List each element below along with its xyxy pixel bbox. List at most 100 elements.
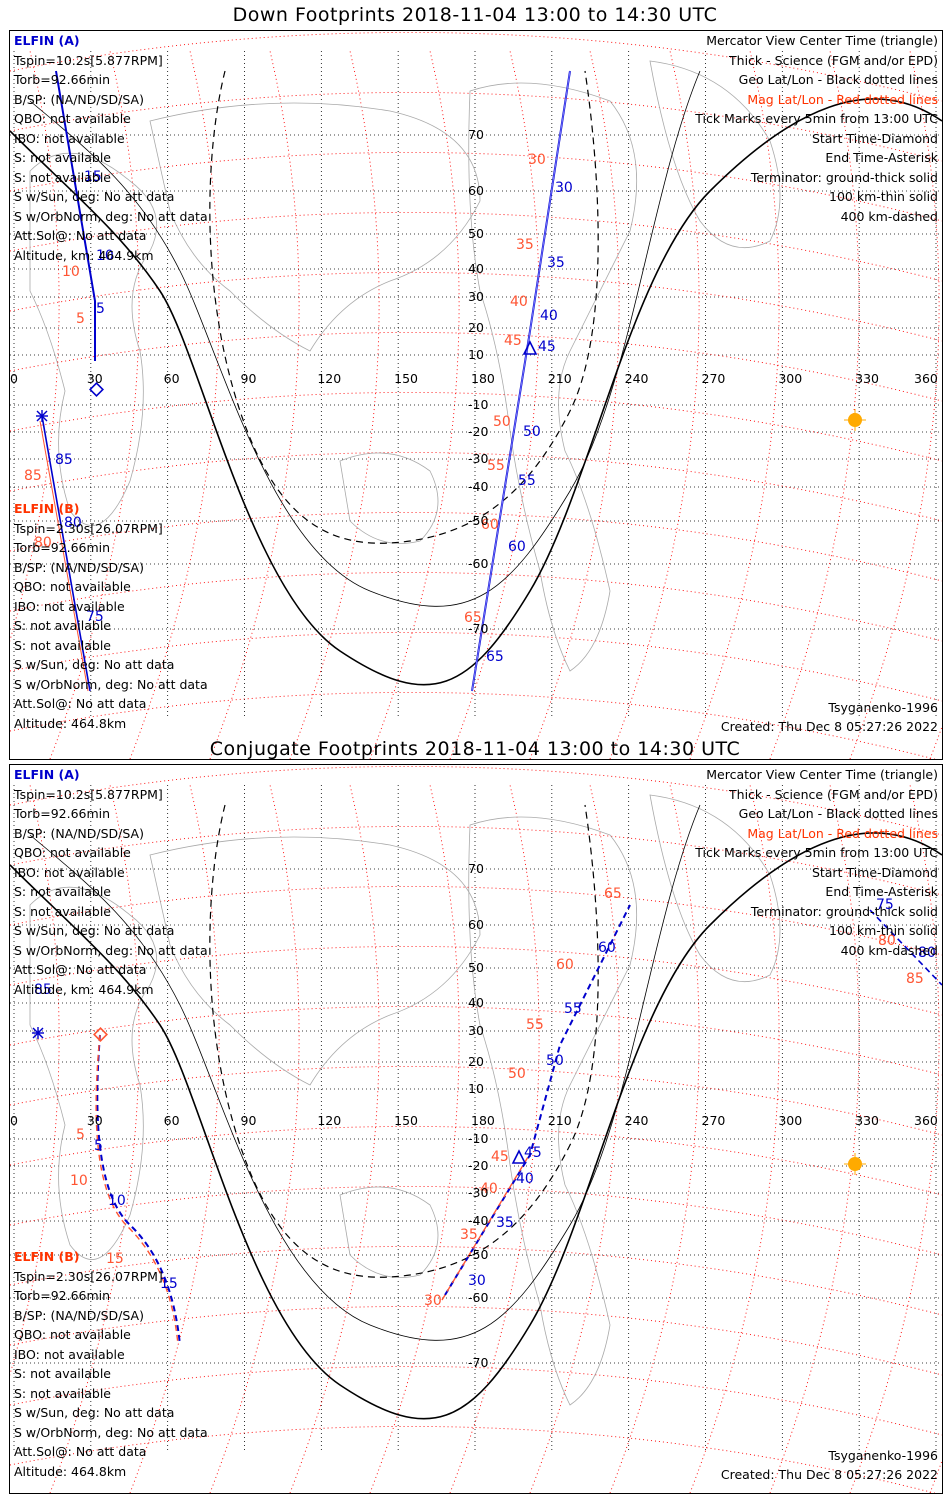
mag-parallel [10, 1065, 942, 1136]
terminator-100km [29, 70, 701, 607]
terminator-400km [209, 70, 599, 544]
mag-parallel [10, 945, 942, 1016]
lat-label: 40 [468, 995, 484, 1010]
legend-line: Thick - Science (FGM and/or EPD) [729, 52, 938, 68]
elfin-a-line: Torb=92.66min [14, 806, 111, 821]
a-tick-10-mag: 10 [62, 264, 80, 280]
elfin-b-line: Altitude: 464.8km [14, 715, 127, 731]
elfin-a-info: ELFIN (A) Tspin=10.2s[5.877RPM] Torb=92.… [14, 31, 208, 265]
b-tick-80-mag: 80 [878, 933, 896, 949]
start-diamond [89, 382, 104, 397]
lon-label: 0 [10, 371, 18, 386]
b-tick-85-mag: 85 [24, 468, 42, 484]
elfin-a-line: Tspin=10.2s[5.877RPM] [14, 786, 163, 802]
lat-label: 70 [468, 127, 484, 142]
coastline [649, 794, 781, 982]
lat-label: -70 [468, 621, 488, 636]
lat-label: 20 [468, 320, 484, 335]
lat-label: -30 [468, 1185, 488, 1200]
elfin-a-name: ELFIN (A) [14, 33, 80, 48]
legend-line: Start Time-Diamond [811, 864, 938, 880]
elfin-a-line: S: not available [14, 150, 111, 165]
lat-label: -50 [468, 1247, 488, 1262]
mag-parallel [10, 1365, 942, 1436]
coastline [149, 836, 481, 1086]
elfin-b-line: S: not available [14, 1385, 111, 1401]
legend-line: Mercator View Center Time (triangle) [706, 767, 938, 782]
lat-label: 30 [468, 1023, 484, 1038]
lat-label: 20 [468, 1054, 484, 1069]
lon-label: 360 [914, 1113, 938, 1128]
mag-parallel [10, 511, 942, 582]
lon-label: 360 [914, 371, 938, 386]
lat-label: -60 [468, 556, 488, 571]
b-tick-65-mag: 65 [604, 886, 622, 902]
lat-label: 40 [468, 261, 484, 276]
b-tick-45: 45 [524, 1145, 542, 1161]
mag-parallel [10, 151, 942, 222]
a-tick-50-mag: 50 [493, 414, 511, 430]
elfin-b-track-right [869, 909, 942, 986]
legend-line: 400 km-dashed [840, 208, 938, 224]
coastline [29, 886, 157, 1260]
coastlines [29, 60, 781, 672]
coastline [468, 82, 638, 672]
a-tick-40-mag: 40 [510, 294, 528, 310]
lat-labels: 70 60 50 40 30 20 10 -10 -20 -30 -40 -50 -60 -70 [468, 861, 488, 1370]
b-tick-40-mag: 40 [480, 1181, 498, 1197]
coastlines [29, 794, 781, 1406]
b-tick-80: 80 [918, 945, 936, 961]
lon-label: 0 [10, 1113, 18, 1128]
bottom-title: Conjugate Footprints 2018-11-04 13:00 to… [209, 738, 741, 760]
a-tick-65-mag: 65 [464, 610, 482, 626]
sun-rays [844, 409, 866, 431]
map-svg: 15 10 5 5 10 30 30 35 35 40 40 45 45 50 … [10, 31, 942, 759]
coastline [29, 152, 157, 526]
map-svg: 5 5 10 10 15 15 30 30 35 35 40 40 45 45 … [10, 765, 942, 1493]
lat-label: 30 [468, 289, 484, 304]
a-tick-35: 35 [547, 255, 565, 271]
geo-grid [10, 51, 942, 719]
lon-label: 120 [317, 371, 341, 386]
lon-label: 30 [87, 371, 103, 386]
legend-line: 100 km-thin solid [829, 189, 938, 204]
a-tick-5-mag: 5 [76, 1127, 85, 1143]
elfin-a-line: IBO: not available [14, 130, 125, 146]
b-tick-75: 75 [876, 897, 894, 913]
elfin-b-line: S w/OrbNorm, deg: No att data [14, 1424, 208, 1440]
elfin-a-line: S: not available [14, 169, 111, 185]
elfin-b-line: S w/Sun, deg: No att data [14, 657, 175, 672]
legend-line: Mag Lat/Lon - Red dotted lines [747, 91, 938, 107]
a-tick-65: 65 [486, 649, 504, 665]
a-tick-45-mag: 45 [504, 333, 522, 349]
mag-parallel [10, 765, 942, 836]
sun-rays [844, 1153, 866, 1175]
legend-line: Start Time-Diamond [811, 130, 938, 146]
elfin-b-line: Tspin=2.30s[26.07RPM] [14, 520, 163, 536]
mag-parallel [10, 571, 942, 642]
lat-label: 50 [468, 226, 484, 241]
elfin-b-line: B/SP: (NA/ND/SD/SA) [14, 559, 144, 575]
b-tick-55-mag: 55 [526, 1017, 544, 1033]
elfin-a-line: Att.Sol@: No att data [14, 962, 147, 977]
elfin-b-name: ELFIN (B) [14, 1249, 80, 1264]
a-tick-10: 10 [96, 248, 114, 264]
lon-label: 210 [548, 371, 572, 386]
b-tick-15: 15 [106, 1251, 124, 1267]
elfin-b-info: ELFIN (B) Tspin=2.30s[26.07RPM] Torb=92.… [14, 499, 208, 733]
lon-label: 210 [548, 1113, 572, 1128]
mag-parallel [10, 451, 942, 522]
lon-labels: 0 30 60 90 120 150 180 210 240 270 300 330 360 [10, 1113, 938, 1128]
elfin-a-line: Tspin=10.2s[5.877RPM] [14, 52, 163, 68]
elfin-a-line: Att.Sol@: No att data [14, 228, 147, 243]
elfin-a-track-highlight [471, 70, 571, 692]
lat-labels: 70 60 50 40 30 20 10 -10 -20 -30 -40 -50 -60 -70 [468, 127, 488, 636]
mag-parallel [10, 885, 942, 956]
start-diamond [93, 1027, 108, 1042]
lon-label: 180 [471, 1113, 495, 1128]
elfin-b-line: QBO: not available [14, 1327, 131, 1342]
legend-line: End Time-Asterisk [825, 884, 938, 899]
lat-label: -10 [468, 1131, 488, 1146]
a-tick-60: 60 [508, 539, 526, 555]
terminator-ground [10, 832, 942, 1420]
